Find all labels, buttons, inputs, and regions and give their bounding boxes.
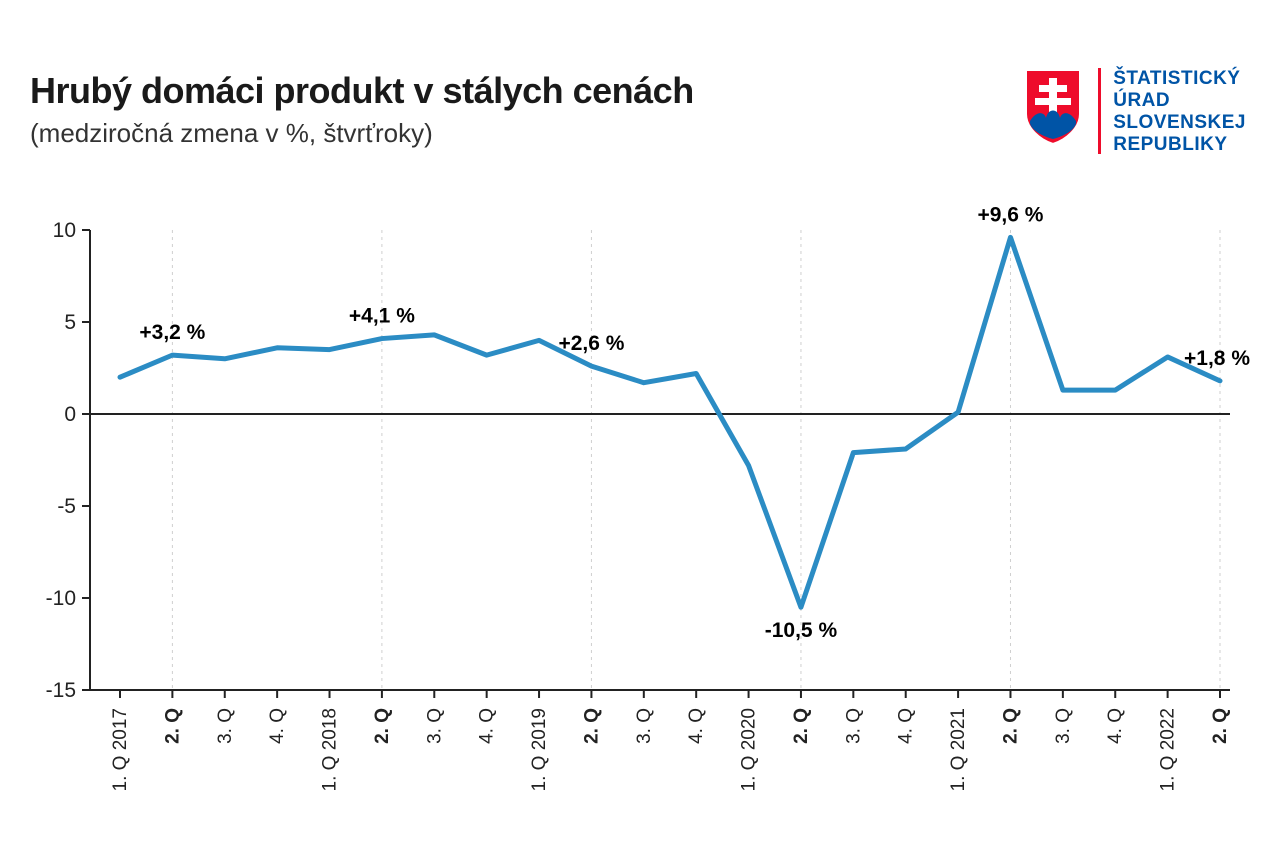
- logo-block: ŠTATISTICKÝ ÚRAD SLOVENSKEJ REPUBLIKY: [1022, 68, 1246, 155]
- svg-text:2. Q: 2. Q: [162, 708, 183, 744]
- svg-text:2. Q: 2. Q: [1210, 708, 1231, 744]
- svg-text:1. Q 2020: 1. Q 2020: [739, 708, 760, 791]
- coat-of-arms-icon: [1022, 68, 1084, 146]
- page-root: Hrubý domáci produkt v stálych cenách (m…: [0, 0, 1280, 854]
- svg-text:5: 5: [64, 311, 76, 334]
- logo-text-line-4: REPUBLIKY: [1113, 134, 1246, 156]
- logo-text-line-2: ÚRAD: [1113, 90, 1246, 112]
- svg-text:3. Q: 3. Q: [424, 708, 445, 744]
- svg-text:1. Q 2021: 1. Q 2021: [948, 708, 969, 791]
- svg-text:-15: -15: [46, 679, 76, 702]
- svg-text:+4,1 %: +4,1 %: [349, 305, 415, 328]
- svg-text:1. Q 2019: 1. Q 2019: [529, 708, 550, 791]
- svg-text:3. Q: 3. Q: [843, 708, 864, 744]
- svg-text:1. Q 2017: 1. Q 2017: [110, 708, 131, 791]
- svg-text:+2,6 %: +2,6 %: [558, 332, 624, 355]
- svg-text:2. Q: 2. Q: [372, 708, 393, 744]
- svg-text:4. Q: 4. Q: [1105, 708, 1126, 744]
- svg-text:4. Q: 4. Q: [267, 708, 288, 744]
- svg-text:10: 10: [53, 219, 76, 242]
- svg-text:2. Q: 2. Q: [1000, 708, 1021, 744]
- svg-text:3. Q: 3. Q: [634, 708, 655, 744]
- logo-text: ŠTATISTICKÝ ÚRAD SLOVENSKEJ REPUBLIKY: [1113, 68, 1246, 155]
- svg-text:4. Q: 4. Q: [896, 708, 917, 744]
- logo-text-line-1: ŠTATISTICKÝ: [1113, 68, 1246, 90]
- svg-text:-10,5 %: -10,5 %: [765, 619, 838, 642]
- svg-text:1. Q 2022: 1. Q 2022: [1158, 708, 1179, 791]
- svg-text:+1,8 %: +1,8 %: [1184, 347, 1250, 370]
- svg-text:0: 0: [64, 403, 76, 426]
- svg-text:-5: -5: [57, 495, 76, 518]
- logo-divider: [1098, 68, 1101, 154]
- svg-text:1. Q 2018: 1. Q 2018: [320, 708, 341, 791]
- svg-text:2. Q: 2. Q: [791, 708, 812, 744]
- svg-text:-10: -10: [46, 587, 76, 610]
- svg-text:+3,2 %: +3,2 %: [139, 321, 205, 344]
- chart-svg: -15 -10 -5 0 5 10 1. Q 2017 2. Q 3. Q 4. Q 1. Q 20…: [30, 200, 1250, 820]
- svg-text:+9,6 %: +9,6 %: [977, 203, 1043, 226]
- svg-text:4. Q: 4. Q: [686, 708, 707, 744]
- svg-text:3. Q: 3. Q: [215, 708, 236, 744]
- logo-text-line-3: SLOVENSKEJ: [1113, 112, 1246, 134]
- line-chart: -15 -10 -5 0 5 10 1. Q 2017 2. Q 3. Q 4. Q 1. Q 20…: [30, 200, 1250, 820]
- svg-text:3. Q: 3. Q: [1053, 708, 1074, 744]
- svg-text:2. Q: 2. Q: [581, 708, 602, 744]
- svg-text:4. Q: 4. Q: [477, 708, 498, 744]
